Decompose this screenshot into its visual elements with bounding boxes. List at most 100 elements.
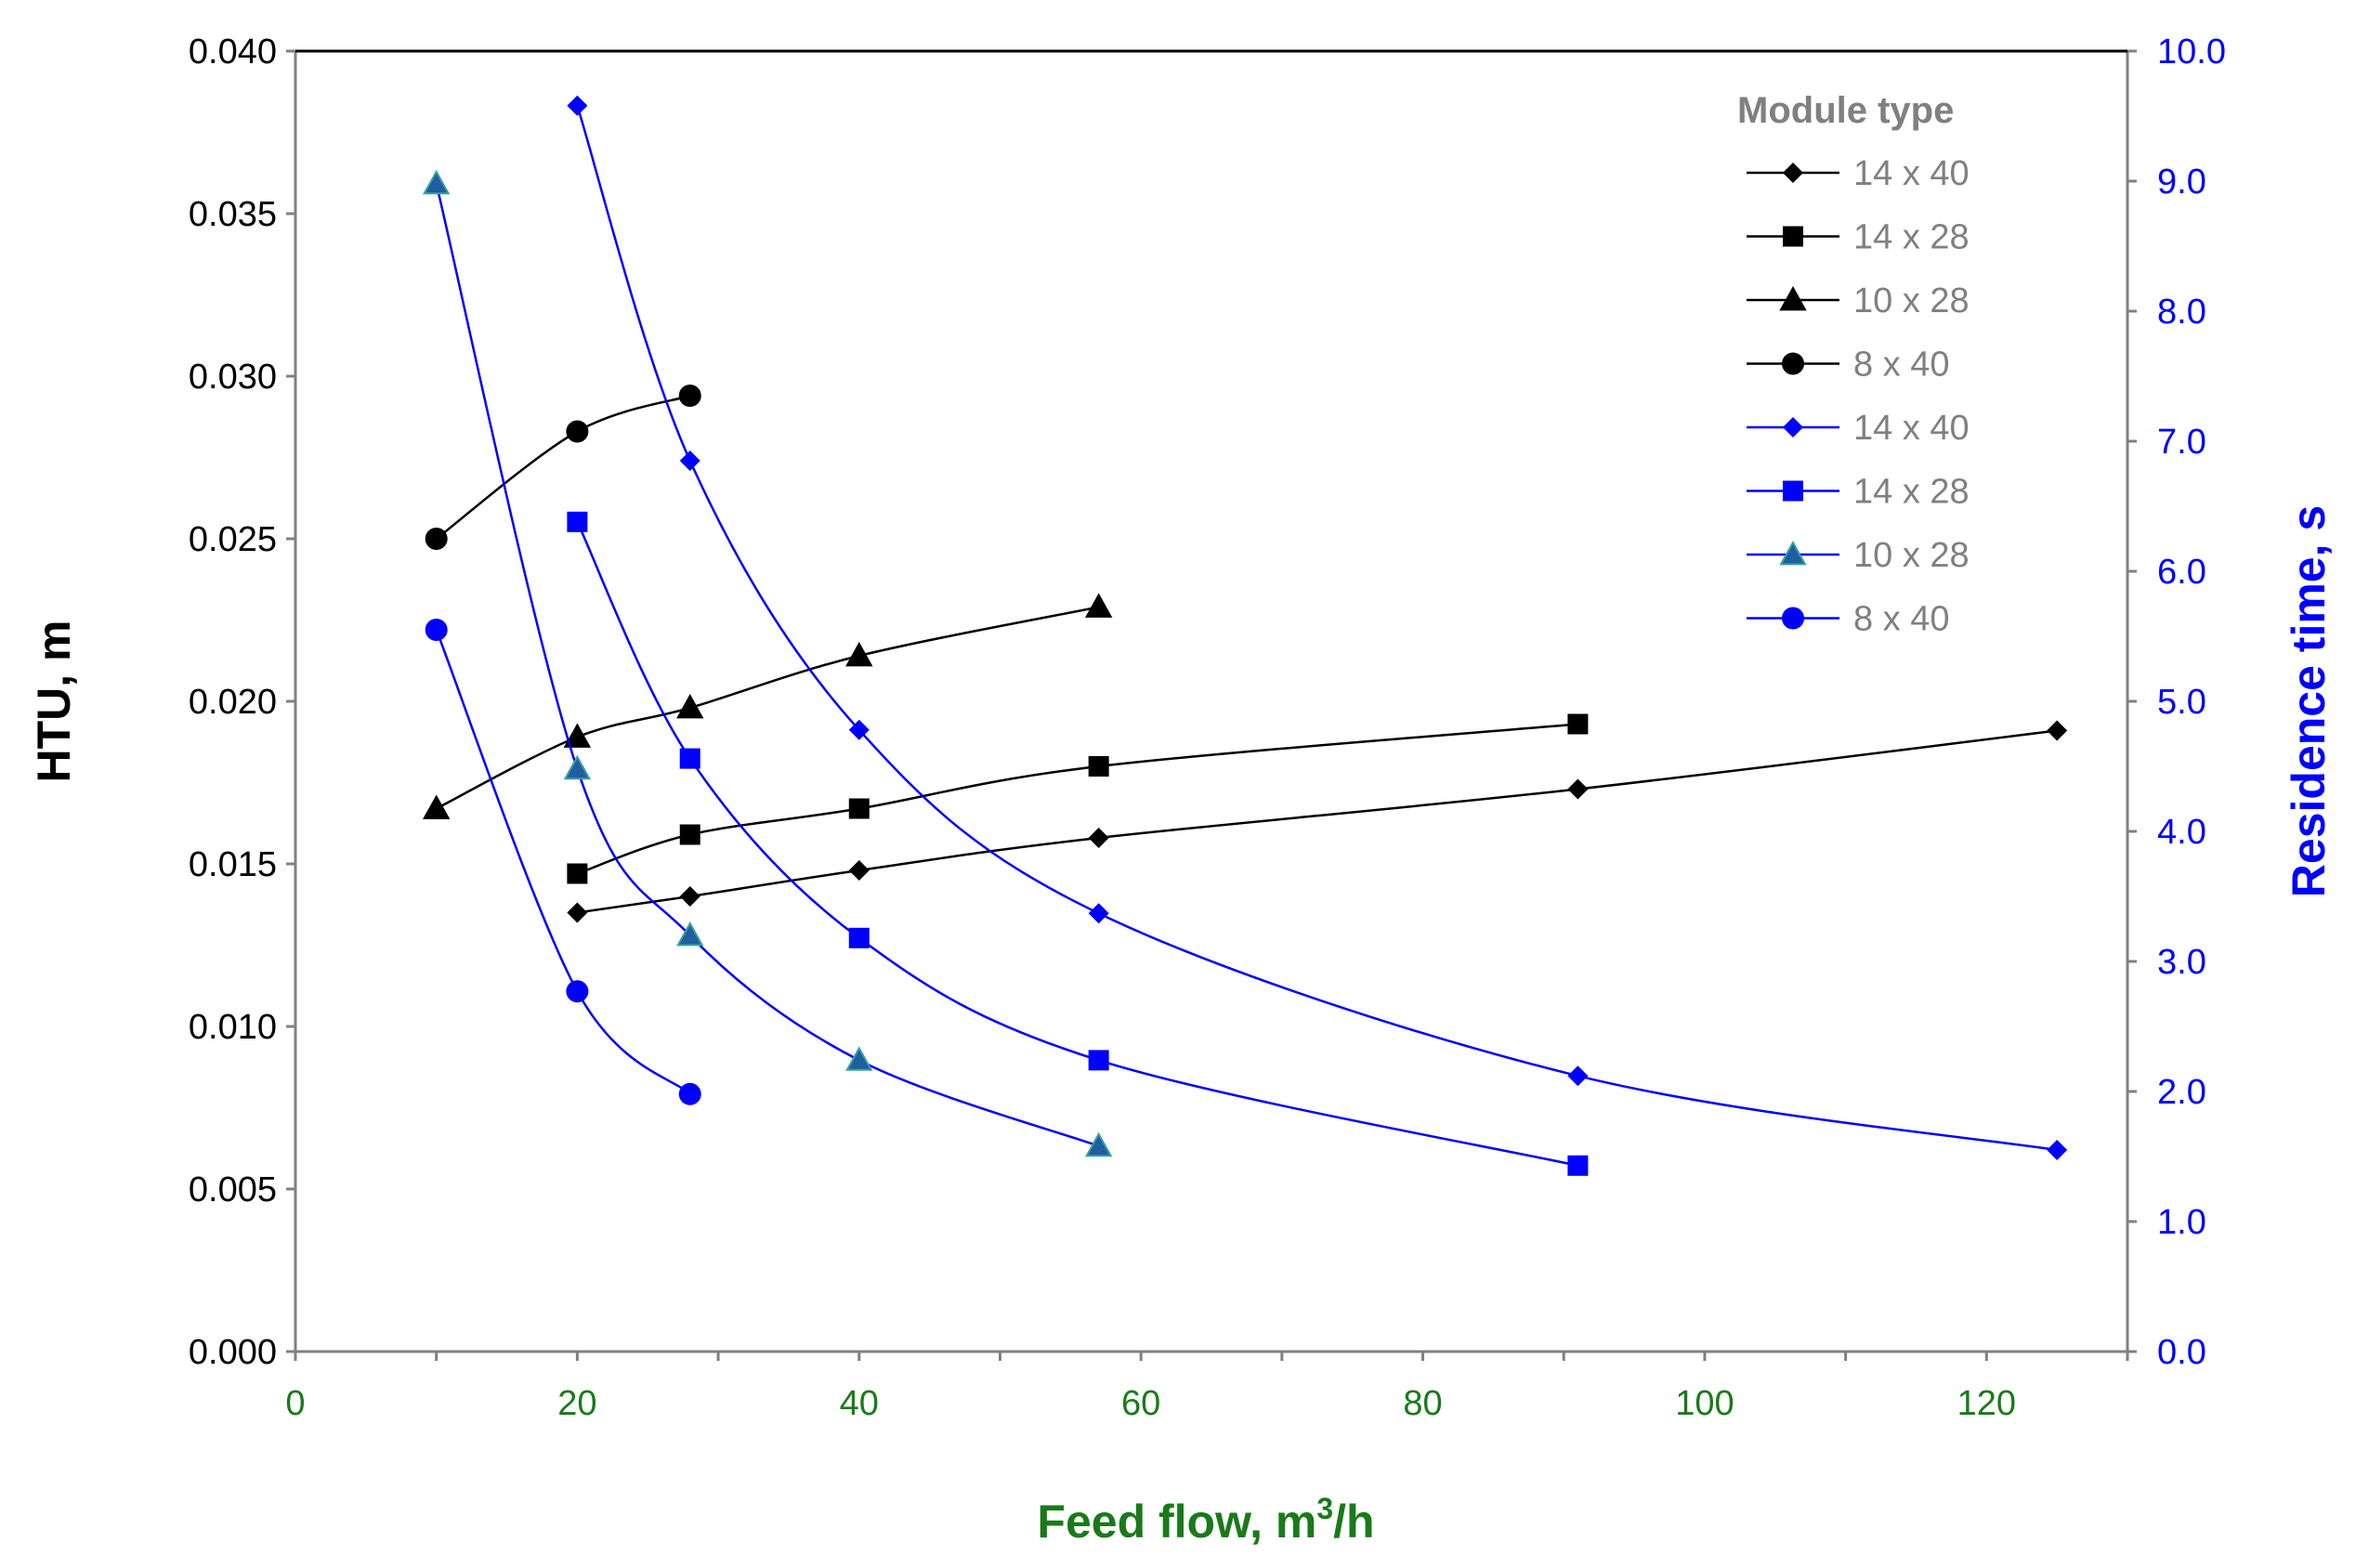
x-axis-title-main: Feed flow, m: [1037, 1496, 1316, 1548]
legend-label: 10 x 28: [1853, 281, 1970, 320]
series-residence-14x28: [567, 511, 1589, 1176]
data-point-circle: [566, 420, 589, 443]
series-line: [435, 183, 1100, 1147]
legend-label: 8 x 40: [1853, 600, 1950, 639]
data-point-diamond: [567, 902, 588, 923]
legend-marker-square: [1783, 480, 1803, 502]
legend-marker-circle: [1782, 607, 1804, 630]
y-left-tick-label: 0.005: [189, 1170, 277, 1209]
legend-label: 14 x 40: [1853, 409, 1970, 448]
legend-label: 10 x 28: [1853, 536, 1970, 575]
x-tick-label: 120: [1957, 1384, 2016, 1423]
series-line: [576, 105, 2058, 1152]
data-point-square: [848, 798, 870, 819]
legend-marker-diamond: [1783, 417, 1803, 438]
data-point-square: [1567, 713, 1589, 735]
legend-marker-square: [1783, 226, 1803, 247]
data-point-diamond: [1088, 828, 1109, 848]
y-right-tick-label: 3.0: [2157, 943, 2206, 982]
x-tick-label: 0: [285, 1384, 305, 1423]
y-axis-left-title: HTU, m: [28, 621, 80, 783]
data-point-diamond: [1088, 903, 1109, 924]
y-left-tick-label: 0.010: [189, 1008, 277, 1047]
legend-marker-diamond: [1783, 163, 1803, 183]
series-line: [435, 629, 691, 1095]
legend-label: 14 x 28: [1853, 218, 1970, 257]
data-point-triangle: [845, 1046, 873, 1071]
y-left-tick-label: 0.020: [189, 683, 277, 722]
data-point-diamond: [848, 719, 870, 740]
y-right-tick-label: 8.0: [2157, 293, 2206, 332]
data-point-square: [1088, 1050, 1109, 1071]
y-left-tick-label: 0.030: [189, 358, 277, 397]
data-point-diamond: [2047, 720, 2068, 741]
x-axis-title: Feed flow, m3/h: [1037, 1492, 1374, 1548]
y-right-tick-label: 4.0: [2157, 813, 2206, 852]
data-point-circle: [678, 385, 701, 407]
data-point-triangle: [422, 794, 451, 819]
y-right-tick-label: 0.0: [2157, 1333, 2206, 1372]
data-point-triangle: [1084, 1131, 1113, 1157]
data-point-circle: [425, 619, 448, 641]
data-point-square: [567, 511, 588, 532]
series-htu-10x28: [422, 593, 1113, 819]
data-point-triangle: [563, 754, 592, 780]
data-point-diamond: [848, 860, 870, 881]
y-right-tick-label: 1.0: [2157, 1203, 2206, 1242]
data-point-diamond: [679, 886, 700, 907]
x-axis-title-superscript: 3: [1316, 1492, 1333, 1525]
x-tick-label: 60: [1121, 1384, 1160, 1423]
series-residence-8x40: [425, 619, 701, 1105]
y-right-tick-label: 6.0: [2157, 553, 2206, 592]
series-line: [576, 723, 1578, 875]
y-left-tick-label: 0.025: [189, 520, 277, 559]
legend-marker-circle: [1782, 352, 1804, 375]
x-axis-title-suffix: /h: [1333, 1496, 1374, 1548]
series-residence-14x40: [567, 95, 2068, 1160]
y-right-tick-label: 10.0: [2157, 33, 2226, 72]
data-point-diamond: [1567, 778, 1589, 800]
x-tick-label: 20: [557, 1384, 596, 1423]
series-line: [576, 521, 1578, 1168]
x-tick-label: 80: [1403, 1384, 1442, 1423]
data-point-square: [679, 748, 700, 769]
data-point-square: [1567, 1155, 1589, 1176]
legend-label: 8 x 40: [1853, 346, 1950, 385]
y-axis-right-title: Residence time, s: [2283, 505, 2335, 897]
data-point-triangle: [422, 169, 451, 195]
y-right-tick-label: 7.0: [2157, 423, 2206, 462]
series-residence-10x28: [422, 169, 1113, 1157]
y-left-tick-label: 0.035: [189, 195, 277, 234]
y-right-tick-label: 9.0: [2157, 163, 2206, 202]
legend: Module type 14 x 40 14 x 28 10 x 28 8 x 40 14…: [1737, 90, 1970, 639]
y-left-tick-label: 0.040: [189, 33, 277, 72]
x-tick-label: 100: [1675, 1384, 1734, 1423]
series-line: [436, 606, 1099, 810]
legend-label: 14 x 28: [1853, 473, 1970, 512]
legend-marker-triangle: [1779, 540, 1807, 566]
data-point-square: [567, 863, 588, 884]
data-point-triangle: [845, 641, 873, 667]
data-point-circle: [425, 528, 448, 550]
data-point-diamond: [679, 451, 700, 471]
data-point-triangle: [1084, 593, 1113, 618]
data-point-circle: [566, 980, 589, 1003]
y-left-tick-label: 0.015: [189, 845, 277, 884]
data-point-triangle: [676, 693, 704, 719]
series-htu-14x28: [567, 713, 1589, 884]
data-point-diamond: [567, 95, 588, 116]
series-htu-8x40: [425, 385, 701, 550]
x-tick-label: 40: [840, 1384, 879, 1423]
data-point-square: [679, 824, 700, 845]
legend-marker-triangle: [1779, 285, 1807, 311]
data-point-diamond: [1567, 1065, 1589, 1087]
data-point-triangle: [563, 723, 592, 748]
data-point-square: [848, 927, 870, 948]
data-point-diamond: [2047, 1140, 2068, 1160]
data-point-circle: [678, 1082, 701, 1105]
y-left-tick-label: 0.000: [189, 1333, 277, 1372]
series-line: [577, 729, 2058, 914]
y-right-tick-label: 5.0: [2157, 683, 2206, 722]
series-line: [435, 394, 691, 540]
